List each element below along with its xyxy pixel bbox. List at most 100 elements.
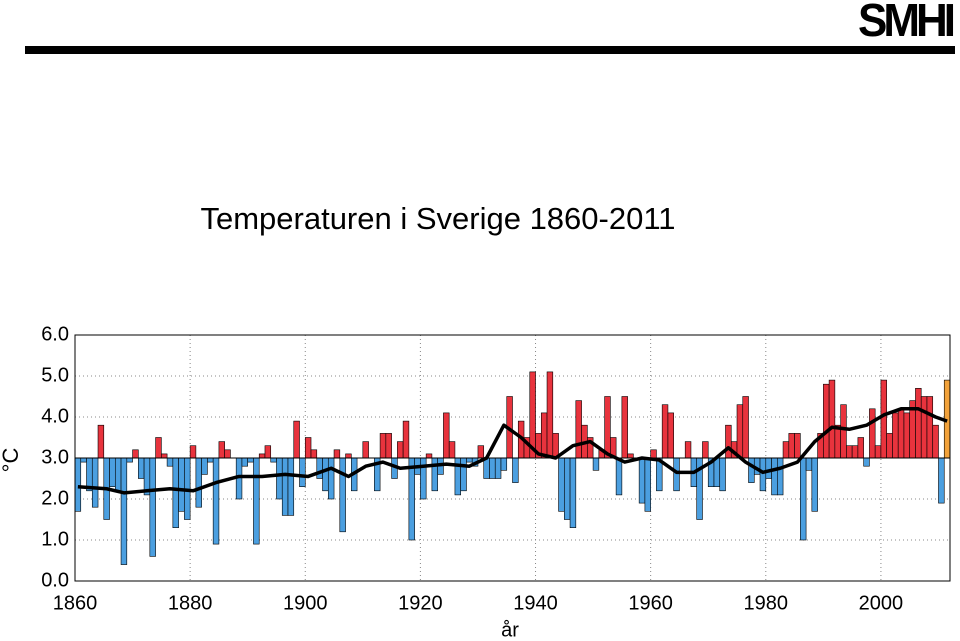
bar bbox=[304, 437, 312, 459]
bar bbox=[443, 412, 450, 459]
y-tick-label: 6.0 bbox=[41, 323, 69, 345]
bar bbox=[604, 396, 611, 459]
x-tick-label: 1980 bbox=[744, 592, 789, 614]
y-axis-label: °C bbox=[0, 448, 23, 473]
bar bbox=[408, 457, 415, 541]
bar bbox=[345, 453, 352, 459]
bar bbox=[552, 433, 559, 459]
bar bbox=[932, 424, 939, 459]
bar bbox=[627, 453, 634, 459]
bar bbox=[161, 453, 168, 459]
bar bbox=[926, 396, 934, 459]
bar bbox=[460, 457, 467, 492]
bar bbox=[748, 457, 755, 483]
bar bbox=[805, 457, 813, 471]
bar bbox=[880, 379, 887, 459]
bar bbox=[592, 457, 600, 471]
bar bbox=[327, 457, 335, 500]
bar bbox=[638, 457, 646, 504]
bar bbox=[322, 457, 329, 492]
plot-frame bbox=[74, 334, 951, 582]
bar bbox=[80, 457, 87, 463]
bar bbox=[281, 457, 289, 516]
y-tick-label: 2.0 bbox=[41, 487, 69, 509]
bar bbox=[644, 457, 651, 512]
bar bbox=[425, 453, 433, 459]
bar bbox=[736, 404, 744, 459]
bar bbox=[264, 445, 272, 459]
bar bbox=[667, 412, 674, 459]
bar bbox=[402, 420, 410, 459]
bar bbox=[201, 457, 208, 475]
bar bbox=[477, 445, 485, 459]
bar bbox=[178, 457, 185, 512]
bar bbox=[420, 457, 427, 500]
bar bbox=[218, 441, 225, 459]
bar bbox=[316, 457, 323, 479]
bar bbox=[788, 433, 795, 459]
bar bbox=[224, 449, 231, 459]
bar bbox=[650, 449, 657, 459]
bar bbox=[132, 449, 139, 459]
bar bbox=[126, 457, 133, 463]
bar bbox=[851, 445, 859, 459]
bar bbox=[195, 457, 202, 508]
bar bbox=[138, 457, 145, 479]
bar bbox=[874, 445, 882, 459]
x-tick-label: 1860 bbox=[53, 592, 98, 614]
bar bbox=[857, 437, 864, 459]
bar bbox=[155, 437, 162, 459]
bar bbox=[713, 457, 721, 488]
bar bbox=[702, 441, 709, 459]
y-tick-label: 5.0 bbox=[41, 364, 69, 386]
x-tick-label: 1940 bbox=[513, 592, 558, 614]
bar bbox=[558, 457, 565, 512]
bar bbox=[915, 387, 922, 459]
bar bbox=[97, 424, 105, 459]
y-tick-label: 4.0 bbox=[41, 405, 69, 427]
bar bbox=[299, 457, 306, 488]
bar bbox=[540, 412, 548, 459]
bar bbox=[293, 420, 300, 459]
x-tick-label: 1920 bbox=[398, 592, 443, 614]
bar bbox=[207, 457, 214, 463]
y-tick-label: 0.0 bbox=[41, 569, 69, 591]
chart-title: Temperaturen i Sverige 1860-2011 bbox=[200, 201, 675, 236]
bar bbox=[189, 445, 197, 459]
bar bbox=[247, 457, 254, 463]
header-rule bbox=[25, 46, 955, 54]
bar bbox=[892, 412, 899, 459]
bar bbox=[742, 396, 749, 459]
bar bbox=[258, 453, 266, 459]
bar bbox=[310, 449, 318, 459]
bar bbox=[397, 441, 404, 459]
x-tick-label: 1900 bbox=[283, 592, 328, 614]
bar bbox=[564, 457, 571, 520]
bar bbox=[276, 457, 283, 500]
bar bbox=[794, 433, 801, 459]
bar bbox=[673, 457, 680, 492]
bar bbox=[448, 441, 456, 459]
bar bbox=[91, 457, 99, 508]
x-axis-label: år bbox=[501, 619, 519, 641]
bar bbox=[863, 457, 870, 467]
bar bbox=[489, 457, 496, 479]
bar bbox=[333, 449, 341, 459]
bar bbox=[823, 383, 830, 459]
bar bbox=[661, 404, 669, 459]
bar bbox=[569, 457, 577, 528]
bar bbox=[777, 457, 784, 496]
trend-line bbox=[77, 407, 948, 495]
y-tick-label: 3.0 bbox=[41, 446, 69, 468]
bar bbox=[846, 445, 853, 459]
bar bbox=[494, 457, 502, 479]
x-tick-label: 1880 bbox=[168, 592, 213, 614]
bar bbox=[362, 441, 369, 459]
bar bbox=[765, 457, 772, 479]
logo: SMHI bbox=[858, 0, 954, 46]
x-tick-label: 2000 bbox=[859, 592, 904, 614]
bar bbox=[834, 424, 841, 459]
bar bbox=[684, 441, 692, 459]
bar bbox=[120, 457, 128, 565]
bar bbox=[287, 457, 295, 516]
